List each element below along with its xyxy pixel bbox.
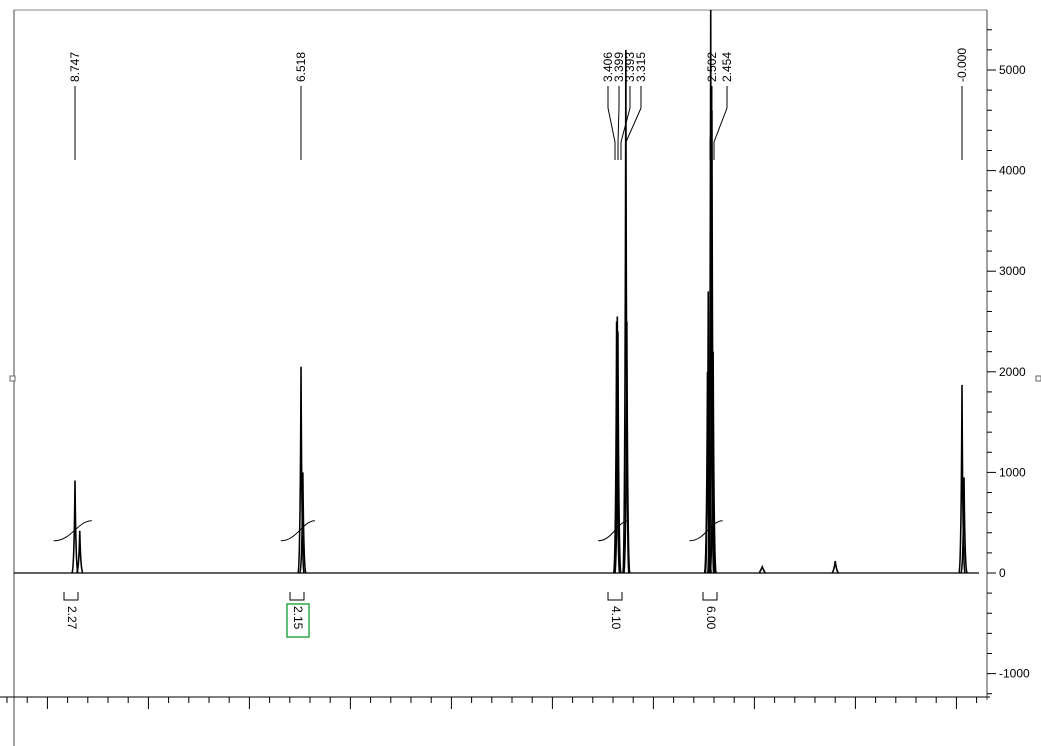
integral-curve	[598, 520, 629, 542]
peak-label-connector	[709, 107, 713, 143]
integration-bracket	[289, 592, 305, 601]
peak-label-connector	[625, 107, 642, 143]
integration-bracket	[63, 592, 79, 601]
spectrum-peak	[831, 560, 839, 574]
peak-label: 2.502	[705, 52, 719, 82]
y-tick-label: 4000	[999, 164, 1026, 178]
integral-curve	[53, 520, 92, 542]
y-tick-label: -1000	[999, 667, 1030, 681]
integration-value: 6.00	[704, 606, 718, 630]
spectrum-traces	[14, 9, 979, 574]
integration-value: 2.15	[291, 606, 305, 630]
y-tick-label: 0	[999, 566, 1006, 580]
resize-handle-left	[9, 375, 16, 382]
spectrum-peak	[758, 564, 766, 574]
spectrum-peak	[76, 530, 84, 574]
integration-value: 4.10	[609, 606, 623, 630]
plot-frame	[9, 9, 1041, 746]
spectrum-peak	[960, 477, 968, 574]
y-tick-label: 5000	[999, 63, 1026, 77]
spectrum-peak	[297, 366, 305, 574]
integration-highlight-box	[286, 603, 310, 638]
peak-label: 3.315	[634, 52, 648, 82]
resize-handle-right	[1035, 375, 1041, 382]
peak-label: 3.399	[612, 52, 626, 82]
spectrum-peak	[623, 321, 631, 574]
integration-bracket	[702, 592, 718, 601]
peak-label-connector	[617, 107, 620, 143]
x-axis	[0, 696, 990, 709]
y-tick-label: 2000	[999, 365, 1026, 379]
spectrum-peak	[299, 472, 307, 574]
peak-label-connector	[713, 107, 728, 143]
integration-labels: 2.27 2.15 4.10 6.00	[63, 592, 718, 638]
peak-label: 6.518	[294, 52, 308, 82]
spectrum-peak	[614, 331, 622, 574]
peak-label: 8.747	[68, 52, 82, 82]
peak-label: 3.406	[601, 52, 615, 82]
integration-bracket	[607, 592, 623, 601]
spectrum-peak	[71, 480, 79, 574]
y-axis: 5000 4000 3000 2000 1000 0 -1000	[987, 29, 1030, 695]
spectrum-peak	[958, 384, 966, 574]
peak-label-connector	[620, 107, 631, 143]
integration-value: 2.27	[65, 606, 79, 630]
y-tick-label: 3000	[999, 264, 1026, 278]
peak-label: 2.454	[720, 52, 734, 82]
integral-curve	[280, 520, 315, 542]
spectrum-peak	[709, 351, 717, 574]
integral-curves	[53, 520, 723, 542]
y-tick-label: 1000	[999, 465, 1026, 479]
peak-label: 3.393	[623, 52, 637, 82]
peak-label: -0.000	[955, 48, 969, 82]
integral-curve	[689, 520, 723, 542]
peak-label-connector	[607, 107, 616, 143]
